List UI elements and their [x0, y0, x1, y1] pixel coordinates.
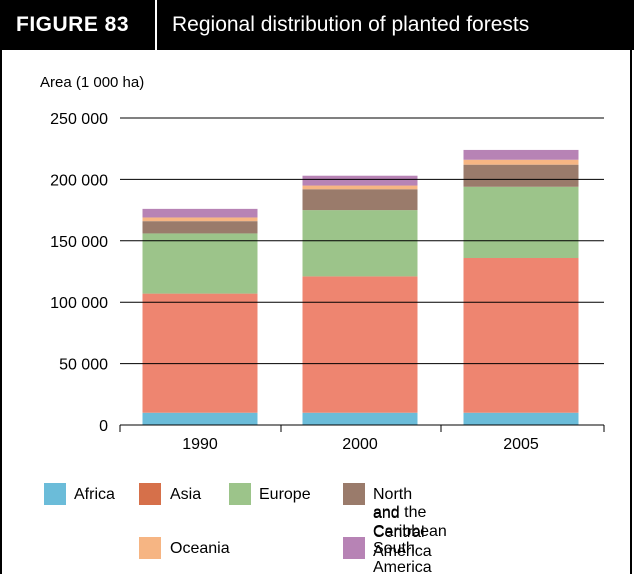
legend-label-north-central-america-line1: North and Central America: [373, 486, 432, 560]
x-tick-label: 2000: [342, 436, 378, 453]
legend-label-oceania: Oceania: [170, 540, 230, 557]
y-tick-label: 150 000: [50, 234, 108, 251]
bar-2005-europe: [463, 186, 579, 258]
header-divider: [155, 0, 157, 50]
bar-1990-south-america: [142, 208, 258, 218]
bar-2000-asia: [302, 276, 418, 413]
bar-2000-europe: [302, 210, 418, 277]
legend-swatch-oceania: [139, 537, 161, 559]
legend-label-asia: Asia: [170, 486, 202, 503]
figure-title: Regional distribution of planted forests: [172, 13, 530, 36]
bar-1990-europe: [142, 233, 258, 294]
legend-swatch-europe: [229, 483, 251, 505]
bar-2000-north-and-central-america-and-the-caribbean: [302, 189, 418, 211]
bar-1990-north-and-central-america-and-the-caribbean: [142, 221, 258, 234]
bar-1990-oceania: [142, 217, 258, 222]
legend-label-africa: Africa: [74, 486, 115, 503]
bar-2000-oceania: [302, 185, 418, 190]
y-tick-label: 250 000: [50, 111, 108, 128]
legend-swatch-north-central-america: [343, 483, 365, 505]
bar-2005-oceania: [463, 159, 579, 165]
figure-header: FIGURE 83 Regional distribution of plant…: [0, 0, 634, 50]
bar-2000-africa: [302, 412, 418, 425]
y-tick-label: 100 000: [50, 295, 108, 312]
bar-2005-south-america: [463, 149, 579, 160]
legend-label-europe: Europe: [259, 486, 311, 503]
bar-2000-south-america: [302, 175, 418, 186]
y-axis-label: Area (1 000 ha): [40, 74, 145, 91]
legend-swatch-africa: [44, 483, 66, 505]
bar-2005-north-and-central-america-and-the-caribbean: [463, 164, 579, 187]
bar-1990-africa: [142, 412, 258, 425]
x-tick-label: 2005: [503, 436, 539, 453]
bar-1990-asia: [142, 293, 258, 413]
y-tick-label: 0: [99, 418, 108, 435]
legend-swatch-south-america: [343, 537, 365, 559]
y-tick-label: 200 000: [50, 172, 108, 189]
y-tick-label: 50 000: [59, 357, 108, 374]
x-tick-label: 1990: [182, 436, 218, 453]
legend-swatch-asia: [139, 483, 161, 505]
legend-label-south-america: South America: [373, 540, 432, 576]
figure-label: FIGURE 83: [16, 13, 130, 36]
legend-label-north-central-america-line2: and the Caribbean: [373, 504, 447, 540]
bar-2005-africa: [463, 412, 579, 425]
bar-2005-asia: [463, 257, 579, 413]
